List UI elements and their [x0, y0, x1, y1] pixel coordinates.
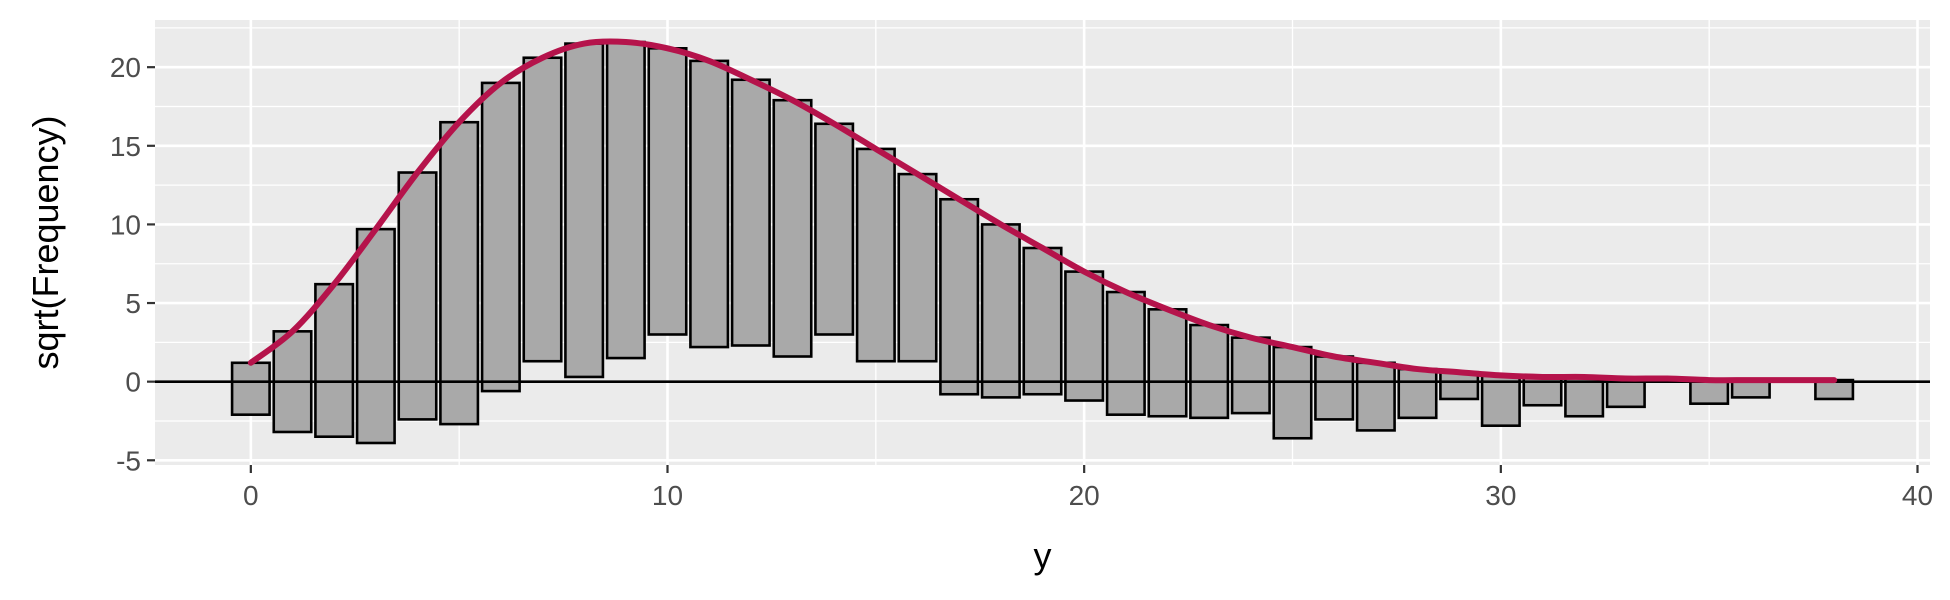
rootogram-bar	[314, 282, 355, 438]
rootogram-bar	[1439, 370, 1480, 401]
rootogram-bar	[1022, 246, 1063, 396]
rootogram-bar	[1397, 367, 1438, 420]
rootogram-bar	[1689, 378, 1730, 405]
expected-frequency-curve	[247, 38, 1838, 384]
y-tick-label: 10	[110, 209, 141, 240]
y-tick-label: 5	[125, 288, 141, 319]
x-tick-label: 30	[1485, 480, 1516, 511]
y-axis-title: sqrt(Frequency)	[25, 115, 66, 369]
rootogram-bar	[897, 172, 938, 363]
rootogram-bar	[1480, 374, 1521, 427]
rootogram-bar	[647, 47, 688, 336]
rootogram-bar	[1230, 336, 1271, 415]
y-tick-label: -5	[116, 445, 141, 476]
rootogram-bar	[1314, 355, 1355, 421]
y-tick-label: 0	[125, 367, 141, 398]
rootogram-bar	[939, 197, 980, 396]
rootogram-bar	[814, 122, 855, 336]
y-tick-label: 20	[110, 52, 141, 83]
y-tick-label: 15	[110, 131, 141, 162]
rootogram-bar	[605, 40, 646, 360]
x-tick-label: 10	[652, 480, 683, 511]
rootogram-bar	[730, 78, 771, 347]
rootogram-bar	[1564, 375, 1605, 418]
rootogram-bar	[1189, 323, 1230, 420]
rootogram-bar	[772, 98, 813, 358]
rootogram-bar	[1355, 361, 1396, 432]
rootogram-bar	[855, 147, 896, 363]
y-axis: -5 0 5 10 15 20	[110, 52, 155, 476]
rootogram-bar	[1105, 290, 1146, 416]
rootogram-bar	[522, 56, 563, 363]
rootogram-bar	[1272, 345, 1313, 440]
rootogram-bars	[230, 40, 1855, 445]
x-axis: 0 10 20 30 40	[243, 465, 1933, 511]
rootogram-bar	[564, 42, 605, 379]
x-tick-label: 0	[243, 480, 259, 511]
x-tick-label: 40	[1902, 480, 1933, 511]
rootogram-bar	[689, 59, 730, 349]
rootogram-bar	[355, 227, 396, 445]
x-tick-label: 20	[1069, 480, 1100, 511]
rootogram-bar	[439, 120, 480, 426]
rootogram-bar	[1147, 308, 1188, 418]
x-axis-title: y	[1034, 535, 1052, 576]
rootogram-bar	[980, 223, 1021, 399]
rootogram-bar	[230, 361, 271, 416]
rootogram-bar	[480, 81, 521, 393]
